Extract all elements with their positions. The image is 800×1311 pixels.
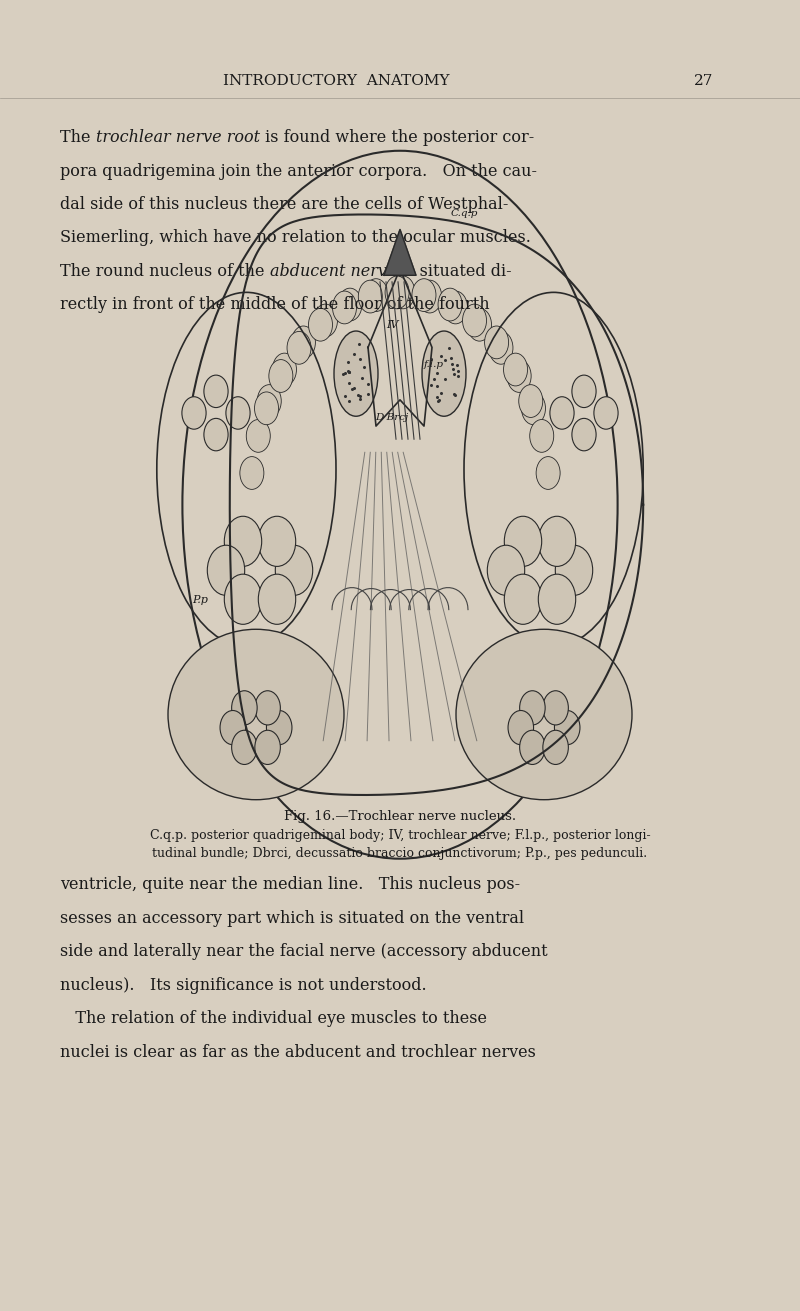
Text: pora quadrigemina join the anterior corpora.   On the cau-: pora quadrigemina join the anterior corp… <box>60 163 537 180</box>
Text: The round nucleus of the: The round nucleus of the <box>60 264 270 279</box>
Ellipse shape <box>226 397 250 429</box>
Polygon shape <box>384 229 416 275</box>
Ellipse shape <box>554 711 580 745</box>
Ellipse shape <box>240 456 264 489</box>
Ellipse shape <box>487 545 525 595</box>
Ellipse shape <box>232 691 257 725</box>
Text: The: The <box>60 130 96 146</box>
Ellipse shape <box>258 574 296 624</box>
Ellipse shape <box>508 711 534 745</box>
Ellipse shape <box>503 353 527 385</box>
Text: C.q.p: C.q.p <box>450 210 478 219</box>
Ellipse shape <box>550 397 574 429</box>
Ellipse shape <box>467 308 491 341</box>
Text: trochlear nerve root: trochlear nerve root <box>96 130 260 146</box>
Ellipse shape <box>291 326 315 359</box>
Ellipse shape <box>338 288 362 321</box>
Ellipse shape <box>314 304 338 337</box>
Ellipse shape <box>385 277 409 309</box>
Ellipse shape <box>246 420 270 452</box>
Ellipse shape <box>168 629 344 800</box>
Ellipse shape <box>520 730 545 764</box>
Text: is situated di-: is situated di- <box>396 264 512 279</box>
Text: sesses an accessory part which is situated on the ventral: sesses an accessory part which is situat… <box>60 910 524 927</box>
Ellipse shape <box>333 291 357 324</box>
Ellipse shape <box>594 397 618 429</box>
Text: side and laterally near the facial nerve (accessory abducent: side and laterally near the facial nerve… <box>60 944 548 960</box>
Ellipse shape <box>358 281 382 313</box>
Text: tudinal bundle; Dbrci, decussatio braccio conjunctivorum; P.p., pes pedunculi.: tudinal bundle; Dbrci, decussatio bracci… <box>153 847 647 860</box>
Text: Siemerling, which have no relation to the ocular muscles.: Siemerling, which have no relation to th… <box>60 229 531 246</box>
Ellipse shape <box>232 730 257 764</box>
Ellipse shape <box>543 730 568 764</box>
Text: nucleus).   Its significance is not understood.: nucleus). Its significance is not unders… <box>60 977 426 994</box>
Ellipse shape <box>504 574 542 624</box>
Ellipse shape <box>334 332 378 417</box>
Text: Fig. 16.—Trochlear nerve nucleus.: Fig. 16.—Trochlear nerve nucleus. <box>284 810 516 823</box>
Ellipse shape <box>258 517 296 566</box>
Ellipse shape <box>275 545 313 595</box>
Ellipse shape <box>418 281 442 313</box>
Ellipse shape <box>391 277 415 309</box>
Text: ventricle, quite near the median line.   This nucleus pos-: ventricle, quite near the median line. T… <box>60 877 520 893</box>
Ellipse shape <box>273 353 297 385</box>
Ellipse shape <box>530 420 554 452</box>
Text: abducent nerve: abducent nerve <box>270 264 396 279</box>
Ellipse shape <box>456 629 632 800</box>
Text: 27: 27 <box>694 75 714 88</box>
Ellipse shape <box>518 384 542 417</box>
Ellipse shape <box>462 304 486 337</box>
Ellipse shape <box>266 711 292 745</box>
Ellipse shape <box>485 326 509 359</box>
Ellipse shape <box>309 308 333 341</box>
Ellipse shape <box>489 332 513 364</box>
Ellipse shape <box>520 691 545 725</box>
Text: C.q.p. posterior quadrigeminal body; IV, trochlear nerve; F.l.p., posterior long: C.q.p. posterior quadrigeminal body; IV,… <box>150 829 650 842</box>
Ellipse shape <box>543 691 568 725</box>
Ellipse shape <box>224 574 262 624</box>
Ellipse shape <box>422 332 466 417</box>
Ellipse shape <box>412 279 436 312</box>
Ellipse shape <box>287 332 311 364</box>
Ellipse shape <box>504 517 542 566</box>
Text: is found where the posterior cor-: is found where the posterior cor- <box>260 130 534 146</box>
Text: IV: IV <box>386 320 398 330</box>
Text: f.l.p: f.l.p <box>424 361 444 370</box>
Text: P.p: P.p <box>192 595 208 606</box>
Ellipse shape <box>204 418 228 451</box>
Text: nuclei is clear as far as the abducent and trochlear nerves: nuclei is clear as far as the abducent a… <box>60 1044 536 1061</box>
Ellipse shape <box>507 359 531 392</box>
Ellipse shape <box>254 392 278 425</box>
Ellipse shape <box>522 392 546 425</box>
Ellipse shape <box>258 384 282 417</box>
Ellipse shape <box>438 288 462 321</box>
Ellipse shape <box>572 418 596 451</box>
Ellipse shape <box>364 279 388 312</box>
Ellipse shape <box>269 359 293 392</box>
Text: INTRODUCTORY  ANATOMY: INTRODUCTORY ANATOMY <box>222 75 450 88</box>
Ellipse shape <box>204 375 228 408</box>
Ellipse shape <box>255 730 280 764</box>
Ellipse shape <box>538 574 576 624</box>
Ellipse shape <box>572 375 596 408</box>
Text: The relation of the individual eye muscles to these: The relation of the individual eye muscl… <box>60 1011 487 1027</box>
Ellipse shape <box>555 545 593 595</box>
Text: D Brcj: D Brcj <box>375 413 409 422</box>
Ellipse shape <box>207 545 245 595</box>
Ellipse shape <box>220 711 246 745</box>
Ellipse shape <box>224 517 262 566</box>
Ellipse shape <box>443 291 467 324</box>
Text: dal side of this nucleus there are the cells of Westphal-: dal side of this nucleus there are the c… <box>60 197 508 212</box>
Ellipse shape <box>255 691 280 725</box>
Ellipse shape <box>538 517 576 566</box>
Ellipse shape <box>182 397 206 429</box>
Ellipse shape <box>536 456 560 489</box>
Text: rectly in front of the middle of the floor of the fourth: rectly in front of the middle of the flo… <box>60 296 490 313</box>
